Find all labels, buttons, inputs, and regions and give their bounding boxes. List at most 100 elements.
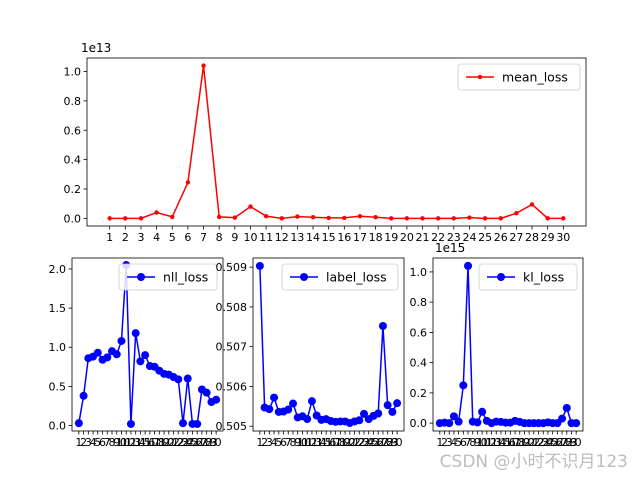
legend-label: mean_loss — [502, 70, 568, 85]
data-point — [170, 214, 175, 220]
x-tick-label: 5 — [169, 231, 176, 244]
data-point — [383, 401, 392, 410]
data-point — [201, 63, 206, 68]
x-tick-label: 6 — [99, 436, 106, 449]
data-point — [284, 405, 293, 414]
x-tick-label: 14 — [495, 436, 506, 449]
legend-box — [478, 263, 578, 291]
data-point — [103, 353, 112, 362]
x-tick-label: 19 — [159, 436, 170, 449]
y-tick-label: 0.508 — [216, 301, 248, 314]
x-tick-label: 27 — [557, 436, 568, 449]
x-tick-label: 25 — [478, 231, 492, 244]
axes-frame — [252, 257, 405, 432]
data-point — [74, 419, 83, 428]
x-tick-label: 7 — [104, 436, 111, 449]
x-tick-label: 1 — [75, 436, 82, 449]
x-tick-label: 23 — [178, 436, 189, 449]
x-tick-label: 25 — [547, 436, 558, 449]
x-tick-label: 8 — [469, 436, 476, 449]
x-tick-label: 25 — [368, 436, 379, 449]
x-tick-label: 11 — [302, 436, 313, 449]
x-tick-label: 9 — [231, 231, 238, 244]
legend-label: label_loss — [326, 270, 387, 285]
data-point — [459, 381, 468, 390]
x-tick-label: 16 — [337, 231, 351, 244]
data-point — [478, 407, 487, 416]
x-tick-label: 14 — [306, 231, 320, 244]
data-point — [355, 416, 364, 425]
legend: mean_loss — [457, 63, 581, 91]
y-tick-label: 0.8 — [410, 296, 428, 309]
x-tick-label: 26 — [192, 436, 203, 449]
series-line — [109, 65, 564, 220]
x-tick-label: 10 — [477, 436, 488, 449]
data-point — [473, 418, 482, 427]
data-point — [498, 216, 503, 221]
x-tick-label: 12 — [125, 436, 136, 449]
x-tick-label: 7 — [200, 231, 207, 244]
x-tick-label: 2 — [122, 231, 129, 244]
x-tick-label: 26 — [552, 436, 563, 449]
data-point — [255, 261, 264, 270]
data-point — [185, 180, 191, 185]
x-tick-label: 24 — [462, 231, 476, 244]
x-tick-label: 18 — [335, 436, 346, 449]
y-tick-label: 0.2 — [64, 183, 82, 196]
x-tick-label: 8 — [108, 436, 115, 449]
x-tick-label: 6 — [184, 231, 191, 244]
legend-box — [281, 263, 399, 291]
data-point — [572, 419, 581, 428]
y-tick-label: 2.0 — [49, 263, 67, 276]
data-point — [123, 216, 128, 221]
x-tick-label: 23 — [538, 436, 549, 449]
x-tick-label: 18 — [154, 436, 165, 449]
data-point — [310, 214, 316, 220]
x-tick-label: 3 — [446, 436, 453, 449]
x-tick-label: 12 — [306, 436, 317, 449]
data-point — [183, 374, 192, 383]
x-tick-label: 23 — [447, 231, 461, 244]
data-point — [248, 204, 253, 209]
legend: kl_loss — [478, 263, 578, 291]
data-point — [126, 419, 135, 428]
y-tick-label: 0.0 — [49, 420, 67, 433]
x-tick-label: 21 — [528, 436, 539, 449]
data-point — [373, 214, 378, 220]
axes-frame — [86, 57, 587, 227]
data-point — [326, 215, 331, 221]
x-tick-label: 1 — [256, 436, 263, 449]
data-point — [451, 216, 457, 221]
x-tick-label: 9 — [294, 436, 301, 449]
x-tick-label: 16 — [325, 436, 336, 449]
data-point — [79, 391, 88, 400]
data-point — [378, 322, 387, 331]
x-tick-label: 22 — [533, 436, 544, 449]
legend-marker — [137, 273, 145, 281]
x-tick-label: 30 — [556, 231, 570, 244]
subplot-1: 0.00.20.40.60.81.01 2 3 4 5 6 7 8 9 10 11 12 13 14 15 1… — [64, 41, 587, 244]
legend-box — [118, 263, 218, 291]
data-point — [360, 409, 369, 418]
x-tick-label: 29 — [387, 436, 398, 449]
x-tick-label: 29 — [541, 231, 555, 244]
x-tick-label: 16 — [144, 436, 155, 449]
data-point — [212, 395, 221, 404]
x-tick-label: 28 — [201, 436, 212, 449]
x-tick-label: 6 — [280, 436, 287, 449]
x-tick-label: 28 — [382, 436, 393, 449]
x-tick-label: 4 — [450, 436, 457, 449]
x-tick-label: 14 — [135, 436, 146, 449]
y-tick-label: 0.4 — [64, 154, 82, 167]
legend: nll_loss — [118, 263, 218, 291]
x-tick-label: 4 — [153, 231, 160, 244]
x-tick-label: 1 — [106, 231, 113, 244]
x-tick-label: 2 — [441, 436, 448, 449]
data-point — [558, 414, 567, 423]
data-point — [454, 417, 463, 426]
x-tick-label: 15 — [321, 436, 332, 449]
legend-marker — [477, 74, 483, 80]
data-point — [389, 216, 394, 221]
x-tick-label: 11 — [259, 231, 273, 244]
x-tick-label: 7 — [285, 436, 292, 449]
